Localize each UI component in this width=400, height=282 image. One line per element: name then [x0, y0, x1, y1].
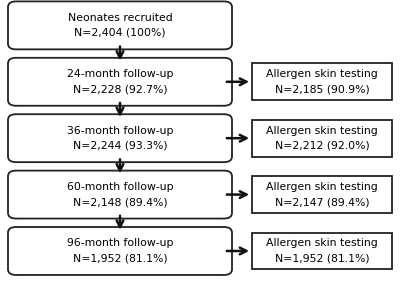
- Text: N=1,952 (81.1%): N=1,952 (81.1%): [275, 254, 369, 264]
- Text: Allergen skin testing: Allergen skin testing: [266, 125, 378, 136]
- Bar: [252, 63, 392, 100]
- Text: N=2,185 (90.9%): N=2,185 (90.9%): [275, 84, 369, 94]
- Text: Allergen skin testing: Allergen skin testing: [266, 182, 378, 192]
- Text: Allergen skin testing: Allergen skin testing: [266, 69, 378, 79]
- Text: N=2,404 (100%): N=2,404 (100%): [74, 28, 166, 38]
- FancyBboxPatch shape: [8, 114, 232, 162]
- Bar: [252, 176, 392, 213]
- Text: N=2,228 (92.7%): N=2,228 (92.7%): [73, 84, 167, 94]
- FancyBboxPatch shape: [8, 171, 232, 219]
- Text: N=2,147 (89.4%): N=2,147 (89.4%): [275, 197, 369, 207]
- Text: 36-month follow-up: 36-month follow-up: [67, 125, 173, 136]
- Text: 60-month follow-up: 60-month follow-up: [67, 182, 173, 192]
- FancyBboxPatch shape: [8, 1, 232, 49]
- Text: N=1,952 (81.1%): N=1,952 (81.1%): [73, 254, 167, 264]
- Text: Allergen skin testing: Allergen skin testing: [266, 238, 378, 248]
- Bar: [252, 120, 392, 157]
- FancyBboxPatch shape: [8, 227, 232, 275]
- Text: N=2,244 (93.3%): N=2,244 (93.3%): [73, 141, 167, 151]
- Text: Neonates recruited: Neonates recruited: [68, 13, 172, 23]
- FancyBboxPatch shape: [8, 58, 232, 106]
- Text: N=2,148 (89.4%): N=2,148 (89.4%): [73, 197, 167, 207]
- Text: 24-month follow-up: 24-month follow-up: [67, 69, 173, 79]
- Text: N=2,212 (92.0%): N=2,212 (92.0%): [275, 141, 369, 151]
- Bar: [252, 233, 392, 269]
- Text: 96-month follow-up: 96-month follow-up: [67, 238, 173, 248]
